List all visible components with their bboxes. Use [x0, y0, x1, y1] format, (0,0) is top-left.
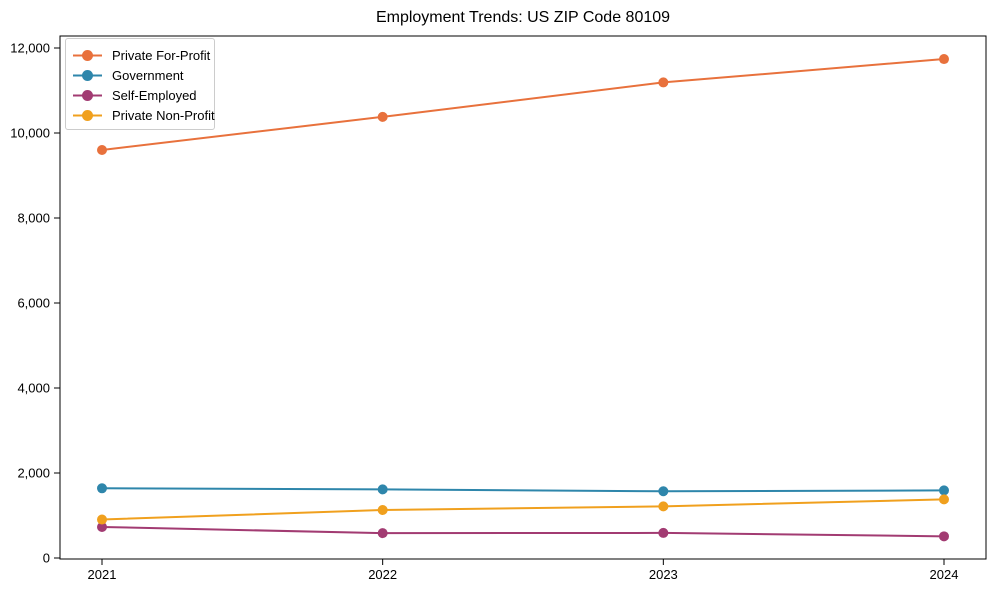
legend-item-self-employed: Self-Employed: [73, 85, 206, 105]
data-point-private-non-profit-2023: [658, 501, 669, 512]
legend-marker-private-non-profit-icon: [73, 109, 102, 121]
data-point-self-employed-2022: [377, 528, 388, 539]
data-point-government-2021: [97, 483, 107, 494]
data-point-private-for-profit-2022: [377, 111, 388, 122]
y-tick-label: 2,000: [17, 466, 50, 481]
legend-marker-private-for-profit-icon: [73, 49, 102, 61]
legend-label: Government: [112, 67, 184, 83]
data-point-private-non-profit-2021: [97, 514, 107, 525]
legend-label: Private Non-Profit: [112, 107, 215, 123]
legend-label: Private For-Profit: [112, 47, 211, 63]
data-point-government-2024: [939, 485, 949, 496]
data-point-self-employed-2021: [97, 521, 107, 532]
legend-item-government: Government: [73, 65, 206, 85]
y-tick-label: 10,000: [10, 126, 50, 141]
x-tick-label: 2023: [649, 567, 678, 582]
data-point-private-non-profit-2024: [939, 494, 949, 505]
plot-border: [59, 35, 987, 560]
y-tick-label: 4,000: [17, 381, 50, 396]
y-tick-label: 0: [43, 551, 50, 566]
legend-label: Self-Employed: [112, 87, 197, 103]
data-point-government-2023: [658, 486, 669, 497]
series-line-government: [101, 487, 945, 493]
y-tick-label: 8,000: [17, 211, 50, 226]
x-tick-label: 2022: [368, 567, 397, 582]
data-point-private-for-profit-2021: [97, 145, 107, 155]
x-tick-label: 2021: [88, 567, 117, 582]
data-point-self-employed-2024: [939, 531, 949, 542]
data-point-private-non-profit-2022: [377, 504, 388, 515]
chart-title: Employment Trends: US ZIP Code 80109: [375, 9, 671, 26]
data-point-self-employed-2023: [658, 527, 669, 538]
y-tick-label: 12,000: [10, 41, 50, 56]
legend-marker-self-employed-icon: [73, 89, 102, 101]
series-line-self-employed: [101, 525, 945, 538]
legend: Private For-Profit Government Self-Employe…: [65, 38, 215, 130]
legend-item-private-non-profit: Private Non-Profit: [73, 105, 215, 125]
data-point-private-for-profit-2024: [939, 54, 949, 65]
series-line-private-non-profit: [101, 498, 945, 521]
x-tick-label: 2024: [930, 567, 959, 582]
y-tick-label: 6,000: [17, 296, 50, 311]
data-point-government-2022: [377, 484, 388, 495]
legend-marker-government-icon: [73, 69, 102, 81]
legend-item-private-for-profit: Private For-Profit: [73, 45, 210, 65]
data-point-private-for-profit-2023: [658, 77, 669, 88]
series-line-private-for-profit: [101, 58, 945, 151]
